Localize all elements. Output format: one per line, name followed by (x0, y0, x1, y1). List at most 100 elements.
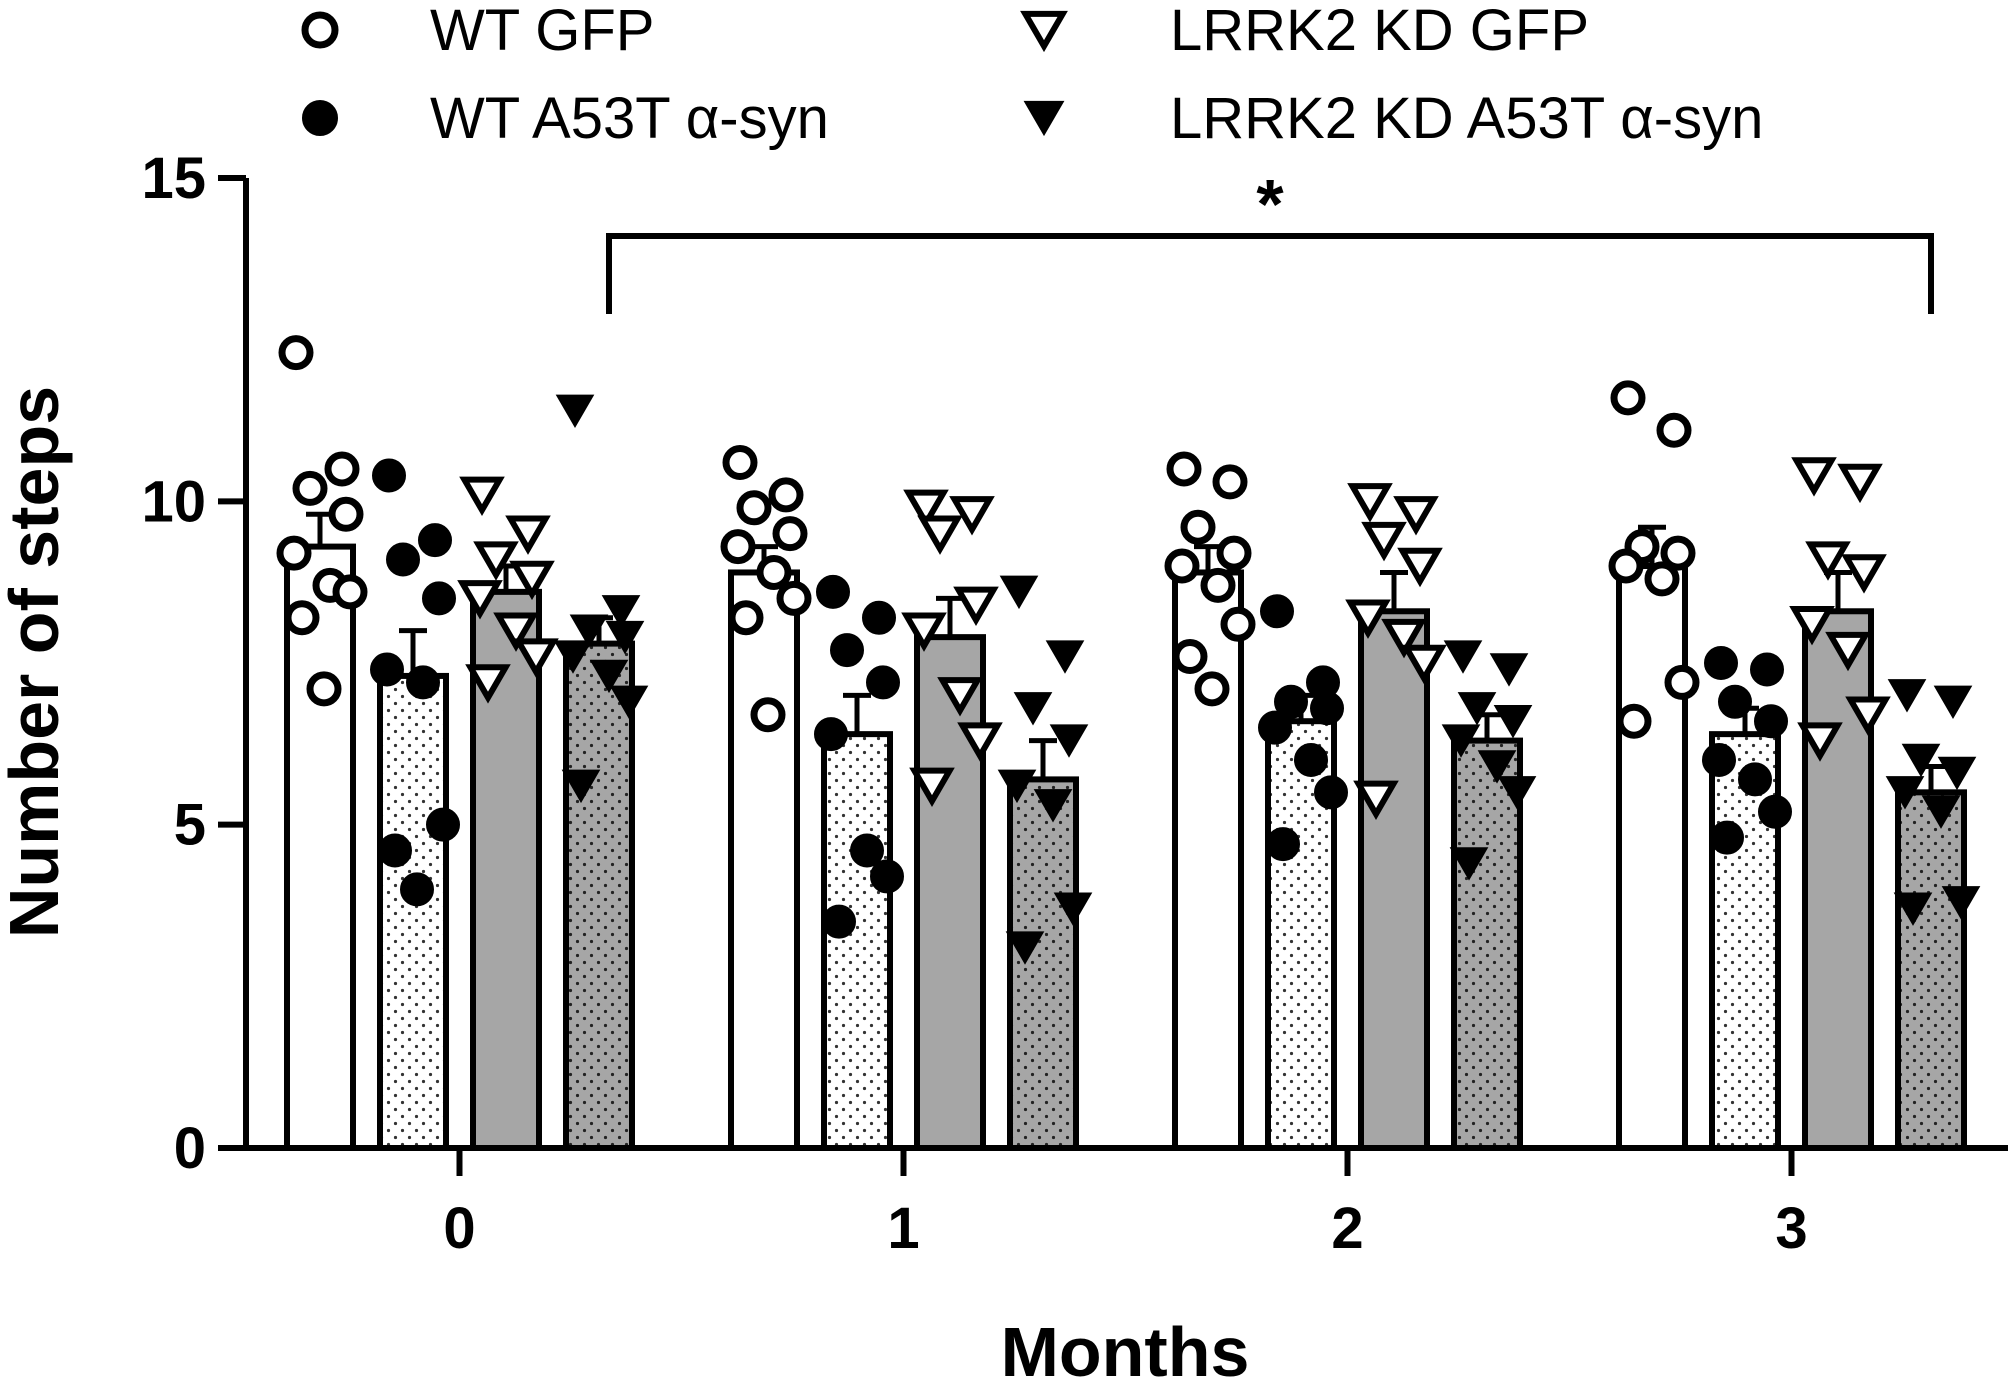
legend-marker (1023, 100, 1065, 137)
data-point (605, 620, 645, 655)
data-point (901, 612, 947, 652)
data-point (866, 665, 900, 700)
data-point (917, 515, 963, 555)
data-point (1616, 703, 1652, 739)
data-point (1258, 710, 1292, 745)
bar (1007, 776, 1079, 1152)
data-points-layer (276, 335, 1981, 965)
data-point (609, 685, 649, 719)
data-point (1361, 521, 1407, 562)
data-point (1172, 639, 1208, 675)
y-tick-label: 10 (141, 469, 206, 534)
data-point (1401, 644, 1447, 685)
data-point (1738, 762, 1772, 797)
data-point (862, 600, 896, 635)
bars-layer (284, 543, 1967, 1152)
data-point (1664, 664, 1700, 700)
data-point (465, 664, 511, 704)
data-point (1397, 547, 1443, 588)
data-point (756, 554, 792, 590)
legend-label: WT A53T α-syn (430, 86, 829, 151)
legend-marker (301, 11, 339, 49)
data-point (1180, 509, 1216, 545)
data-point (1393, 496, 1439, 536)
data-point (1610, 380, 1646, 416)
data-point (473, 541, 519, 581)
data-point (1497, 776, 1537, 810)
data-point (953, 586, 999, 626)
data-point (870, 859, 904, 894)
data-point (1053, 892, 1093, 926)
data-point (509, 560, 555, 601)
data-point (1845, 696, 1891, 736)
data-point (750, 697, 786, 733)
data-point (1045, 640, 1085, 674)
x-tick-label: 2 (1331, 1196, 1363, 1261)
data-point (284, 600, 320, 636)
x-tick-label: 0 (443, 1196, 475, 1261)
bar (1451, 737, 1523, 1151)
data-point (457, 580, 503, 620)
data-point (324, 451, 360, 487)
data-point (1294, 743, 1328, 777)
legend-marker (1020, 10, 1068, 53)
data-point (1837, 463, 1883, 504)
data-point (1310, 691, 1344, 726)
legend-label: LRRK2 KD GFP (1170, 0, 1589, 63)
data-point (1789, 606, 1835, 646)
bar (284, 543, 356, 1151)
x-tick-label: 3 (1775, 1196, 1807, 1261)
data-point (601, 595, 641, 629)
data-point (328, 496, 364, 532)
data-point (1260, 594, 1294, 629)
data-point (1893, 892, 1933, 926)
data-point (505, 515, 551, 555)
data-point (1718, 684, 1752, 719)
data-point (1644, 561, 1680, 597)
data-point (1841, 554, 1887, 594)
data-point (776, 580, 812, 616)
data-point (1347, 483, 1393, 523)
data-point (1791, 457, 1837, 497)
data-point (561, 769, 601, 804)
x-axis-title: Months (1001, 1313, 1250, 1387)
data-point (1005, 931, 1045, 965)
data-point (728, 600, 764, 636)
data-point (1921, 795, 1961, 829)
y-tick-label: 0 (174, 1116, 206, 1181)
bar (1895, 789, 1967, 1151)
data-point (400, 872, 434, 907)
data-point (1194, 671, 1230, 707)
data-point (332, 574, 368, 610)
data-point (1901, 743, 1941, 778)
significance-bracket-line (606, 233, 1934, 314)
data-point (1314, 775, 1348, 810)
data-point (1477, 750, 1517, 784)
data-point (1353, 780, 1399, 820)
significance-bracket: * (606, 165, 1934, 314)
data-point (1493, 705, 1533, 739)
significance-star: * (1256, 165, 1284, 243)
data-point (493, 612, 539, 652)
axes-layer: 0 5 10 15 0 1 2 3 (141, 146, 2008, 1261)
data-point (937, 677, 983, 717)
bar (563, 640, 635, 1151)
legend-label: WT GFP (430, 0, 654, 63)
data-point (722, 445, 758, 481)
bar (377, 672, 449, 1152)
data-point (1797, 722, 1843, 762)
data-point (1345, 599, 1391, 639)
bar (1358, 608, 1430, 1151)
data-point (1216, 535, 1252, 571)
data-point (997, 769, 1037, 804)
x-tick-label: 1 (887, 1196, 919, 1261)
data-point (1274, 684, 1308, 719)
data-point (1885, 776, 1925, 810)
data-point (1825, 631, 1871, 672)
data-point (1457, 692, 1497, 726)
data-point (909, 767, 955, 808)
data-point (720, 529, 756, 565)
data-point (1033, 789, 1073, 823)
data-point (1702, 743, 1736, 777)
